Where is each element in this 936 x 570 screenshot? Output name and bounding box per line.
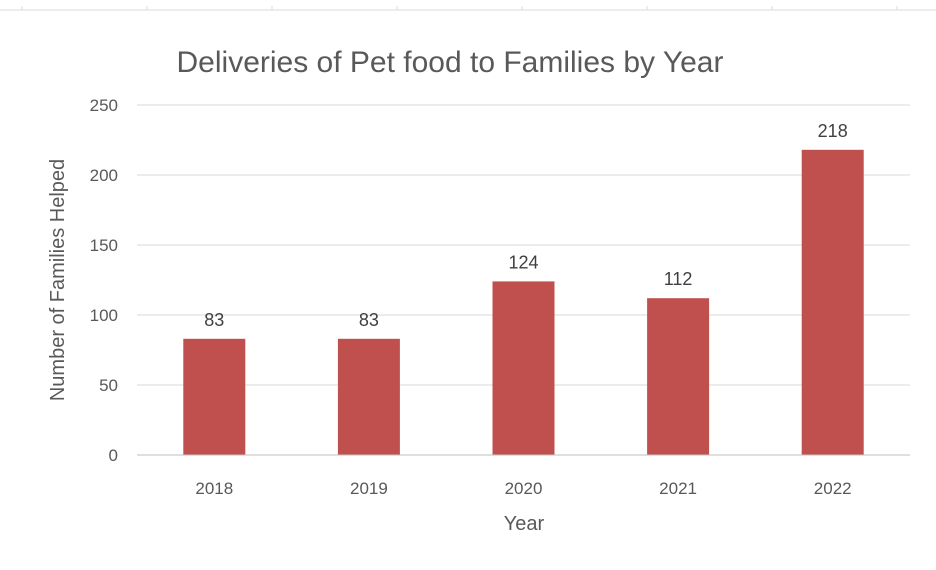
chart-title: Deliveries of Pet food to Families by Ye… <box>177 46 724 79</box>
bars <box>183 149 864 456</box>
y-axis-ticks: 0 50 100 150 200 250 <box>90 96 118 465</box>
x-tick-label-2020: 2020 <box>505 479 543 498</box>
data-labels: 83 83 124 112 218 <box>204 121 847 330</box>
data-label-2022: 218 <box>818 121 848 141</box>
gridlines <box>137 104 910 386</box>
bar-2021 <box>647 298 710 455</box>
y-tick-label: 250 <box>90 96 118 115</box>
y-tick-label: 50 <box>99 376 118 395</box>
data-label-2019: 83 <box>359 310 379 330</box>
x-tick-label-2018: 2018 <box>195 479 233 498</box>
y-tick-label: 100 <box>90 306 118 325</box>
data-label-2018: 83 <box>204 310 224 330</box>
x-tick-label-2019: 2019 <box>350 479 388 498</box>
data-label-2020: 124 <box>508 252 538 272</box>
y-axis-title: Number of Families Helped <box>47 159 69 401</box>
x-tick-label-2021: 2021 <box>659 479 697 498</box>
x-axis-ticks: 2018 2019 2020 2021 2022 <box>195 479 851 498</box>
bar-2018 <box>183 338 246 455</box>
top-ticks <box>21 6 898 10</box>
x-axis-title: Year <box>504 513 545 535</box>
data-label-2021: 112 <box>664 269 693 289</box>
y-tick-label: 0 <box>109 446 118 465</box>
x-tick-label-2022: 2022 <box>814 479 852 498</box>
bar-2019 <box>337 338 400 455</box>
y-tick-label: 200 <box>90 166 118 185</box>
y-tick-label: 150 <box>90 236 118 255</box>
bar-2020 <box>492 281 555 455</box>
bar-2022 <box>801 149 864 456</box>
